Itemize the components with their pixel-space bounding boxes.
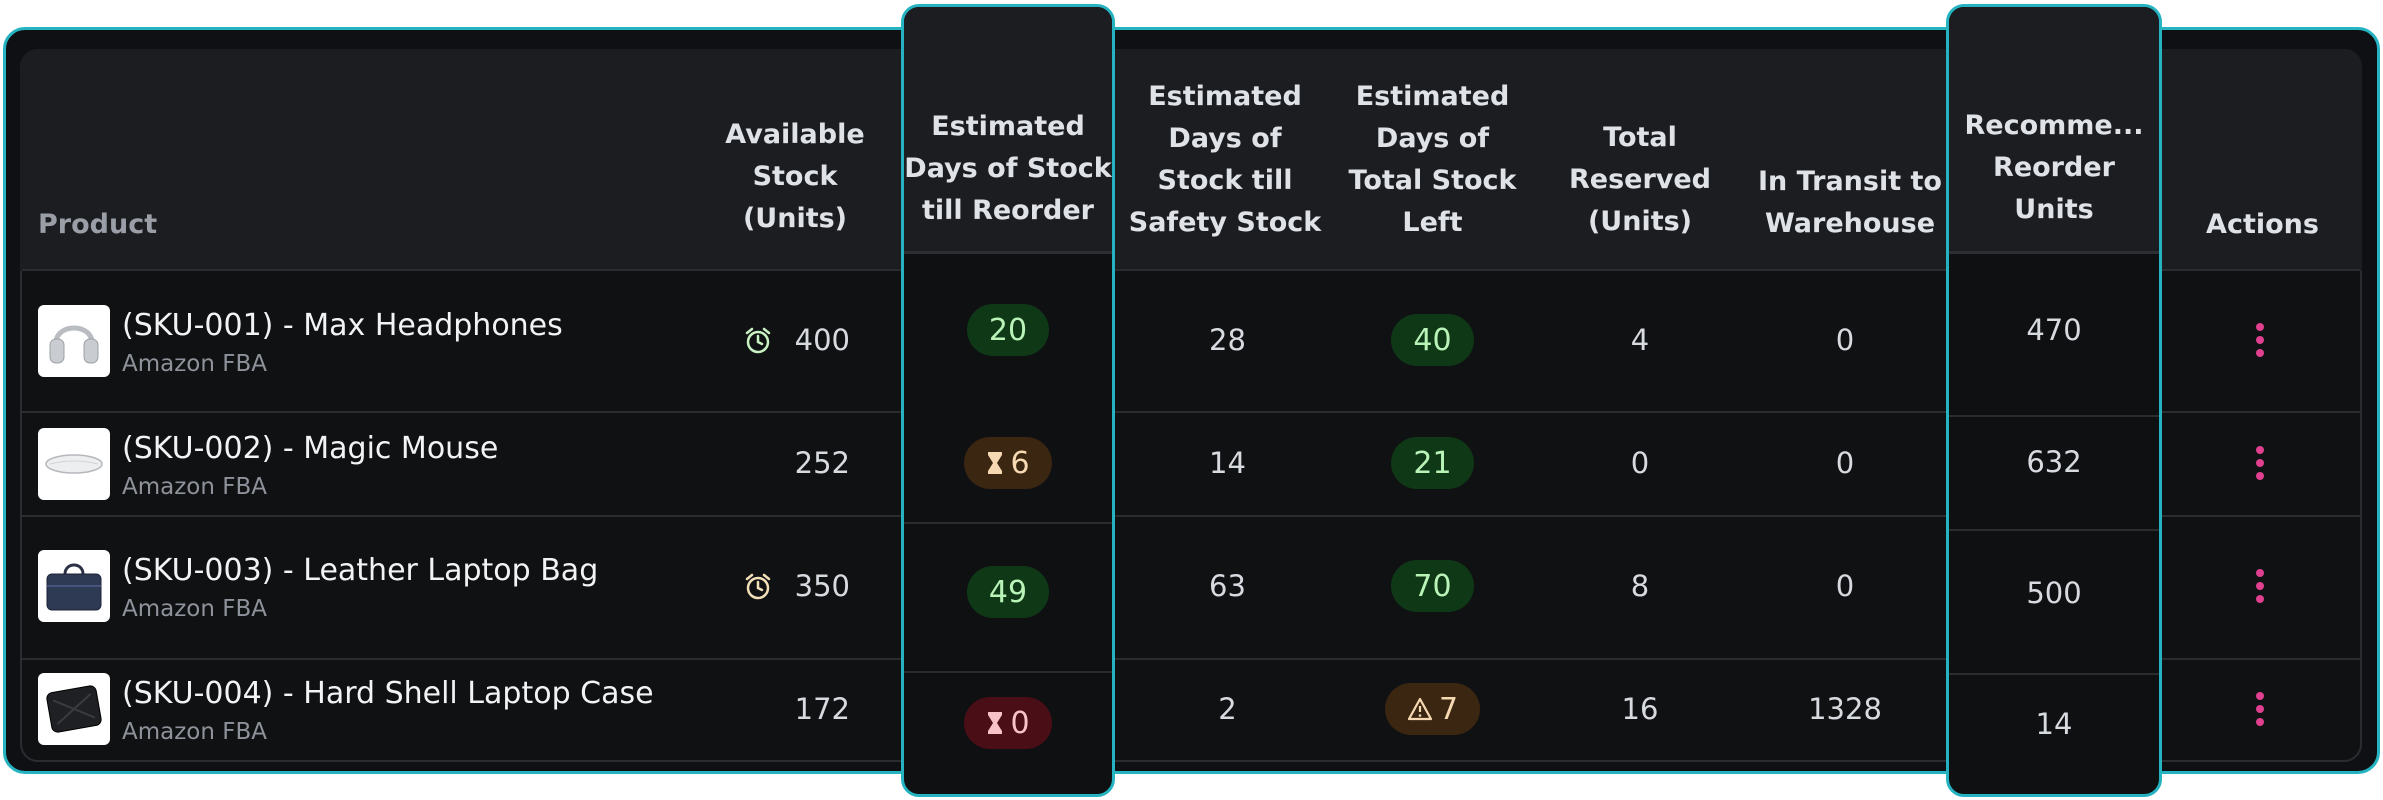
product-title[interactable]: (SKU-001) - Max Headphones [122,308,563,343]
header-days-total[interactable]: Estimated Days of Total Stock Left [1348,81,1517,238]
row-actions-button[interactable] [2215,558,2305,614]
days-reorder-cell: 0 [901,693,1115,753]
header-divider [22,269,2360,271]
days-safety-value: 14 [1209,446,1246,480]
days-reorder-badge: 0 [964,697,1052,749]
headphones-image [49,325,99,364]
days-reorder-badge: 49 [966,566,1050,618]
days-total-badge: 21 [1391,437,1474,489]
days-reorder-badge: 6 [964,437,1052,489]
product-channel: Amazon FBA [122,719,268,745]
days-total-badge: 70 [1391,560,1474,612]
header-actions[interactable]: Actions [2206,209,2319,240]
header-available-stock[interactable]: Available Stock (Units) [725,119,865,234]
more-vertical-icon [2256,569,2264,603]
product-channel: Amazon FBA [122,351,268,377]
days-total-badge: 40 [1391,314,1474,366]
days-safety-value: 63 [1209,569,1246,603]
days-reorder-cell: 49 [901,562,1115,622]
days-total-cell: 7 [1345,681,1520,737]
available-stock-value: 252 [794,446,850,480]
days-reorder-value: 0 [1010,705,1030,741]
more-vertical-icon [2256,692,2264,726]
days-total-value: 7 [1438,691,1459,727]
more-vertical-icon [2256,323,2264,357]
total-reserved-value: 4 [1630,323,1650,357]
product-title[interactable]: (SKU-004) - Hard Shell Laptop Case [122,676,654,711]
product-thumbnail [38,550,110,622]
available-stock-cell: 252 [740,438,850,488]
header-days-safety[interactable]: Estimated Days of Stock till Safety Stoc… [1128,81,1322,238]
laptop-case-image [46,685,102,733]
recommended-units-value: 500 [2026,576,2082,610]
product-channel: Amazon FBA [122,596,268,622]
available-stock-value: 350 [794,569,850,603]
in-transit-value: 1328 [1808,692,1882,726]
hourglass-icon [988,712,1003,734]
more-vertical-icon [2256,446,2264,480]
header-days-reorder[interactable]: Estimated Days of Stock till Reorder [904,111,1112,226]
available-stock-cell: 400 [740,315,850,365]
hourglass-icon [988,452,1003,474]
row-divider [22,515,2360,517]
available-stock-cell: 350 [740,561,850,611]
days-reorder-value: 6 [1010,445,1030,481]
days-total-badge: 7 [1384,683,1481,735]
available-stock-value: 400 [794,323,850,357]
days-total-cell: 21 [1345,435,1520,491]
product-channel: Amazon FBA [122,474,268,500]
row-divider [22,658,2360,660]
total-reserved-value: 16 [1621,692,1659,726]
days-reorder-cell: 20 [901,300,1115,360]
highlight-column-recommended: Recomme... Reorder Units [1946,4,2162,797]
in-transit-value: 0 [1835,569,1855,603]
product-thumbnail [38,305,110,377]
row-actions-button[interactable] [2215,681,2305,737]
header-total-reserved[interactable]: Total Reserved (Units) [1568,122,1712,237]
days-reorder-cell: 6 [901,433,1115,493]
header-product[interactable]: Product [38,209,158,240]
highlight-column-days-reorder: Estimated Days of Stock till Reorder [901,4,1115,797]
header-in-transit[interactable]: In Transit to Warehouse [1758,166,1942,239]
product-thumbnail [38,428,110,500]
days-safety-value: 28 [1209,323,1246,357]
product-title[interactable]: (SKU-002) - Magic Mouse [122,431,499,466]
recommended-units-value: 632 [2026,445,2082,479]
days-reorder-badge: 20 [966,304,1050,356]
in-transit-value: 0 [1835,323,1855,357]
total-reserved-value: 8 [1630,569,1650,603]
days-total-cell: 40 [1345,312,1520,368]
laptop-bag-image [46,563,102,611]
days-total-cell: 70 [1345,558,1520,614]
days-safety-value: 2 [1218,692,1237,726]
alarm-clock-icon [745,573,770,600]
header-recommended[interactable]: Recomme... Reorder Units [1964,110,2144,225]
warning-triangle-icon [1407,697,1433,721]
product-thumbnail [38,673,110,745]
product-title[interactable]: (SKU-003) - Leather Laptop Bag [122,553,599,588]
mouse-image [45,454,103,474]
alarm-clock-icon [745,327,770,354]
recommended-units-value: 470 [2026,313,2082,347]
recommended-units-value: 14 [2035,707,2073,741]
available-stock-cell: 172 [740,684,850,734]
row-actions-button[interactable] [2215,312,2305,368]
total-reserved-value: 0 [1630,446,1650,480]
available-stock-value: 172 [794,692,850,726]
row-actions-button[interactable] [2215,435,2305,491]
in-transit-value: 0 [1835,446,1855,480]
row-divider [22,411,2360,413]
